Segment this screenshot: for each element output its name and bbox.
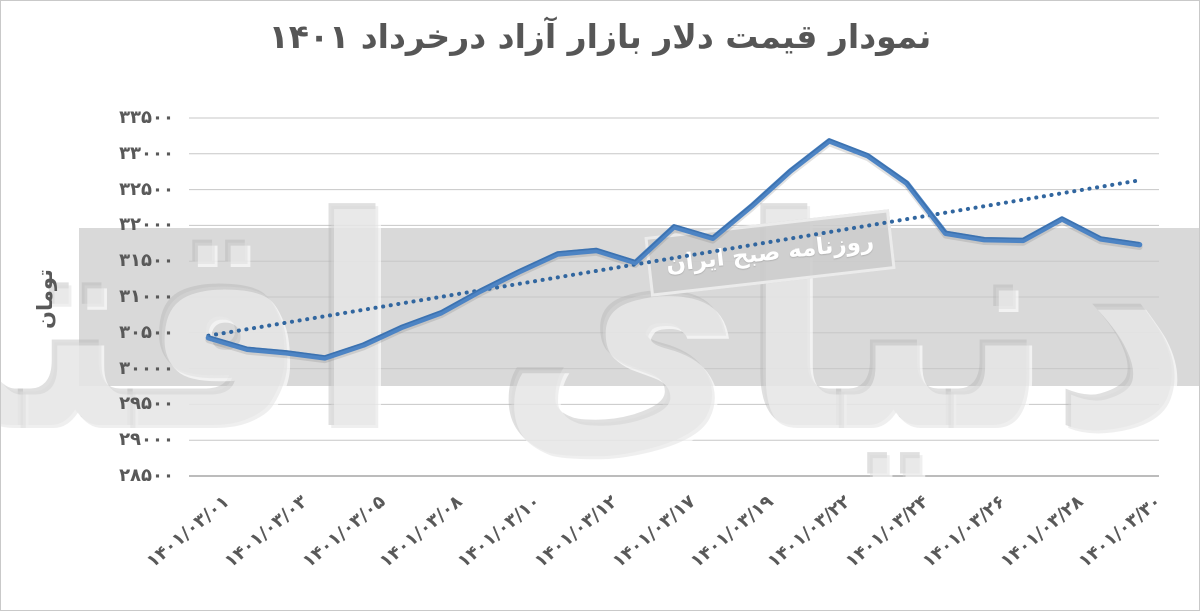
watermark-band	[79, 228, 1199, 386]
y-tick-label: ۳۰۰۰۰	[119, 357, 174, 379]
y-tick-label: ۲۹۵۰۰	[119, 393, 174, 415]
price-line	[205, 138, 1143, 361]
y-tick-label: ۳۲۰۰۰	[119, 214, 174, 236]
y-axis-title: تومان	[32, 269, 57, 329]
y-tick-label: ۲۹۰۰۰	[119, 429, 174, 451]
y-tick-label: ۳۳۰۰۰	[119, 142, 174, 164]
chart-title: نمودار قیمت دلار بازار آزاد درخرداد ۱۴۰۱	[268, 17, 932, 56]
y-tick-label: ۲۸۵۰۰	[119, 465, 174, 486]
price-line-shadow	[205, 140, 1143, 364]
y-tick-label: ۳۱۰۰۰	[119, 286, 174, 307]
y-tick-label: ۳۰۵۰۰	[119, 321, 174, 343]
y-tick-label: ۳۳۵۰۰	[119, 107, 174, 128]
y-tick-label: ۳۱۵۰۰	[119, 250, 174, 272]
y-tick-label: ۳۲۵۰۰	[119, 178, 174, 200]
price-line-edge	[208, 138, 1140, 357]
linear-trendline	[206, 178, 1142, 338]
